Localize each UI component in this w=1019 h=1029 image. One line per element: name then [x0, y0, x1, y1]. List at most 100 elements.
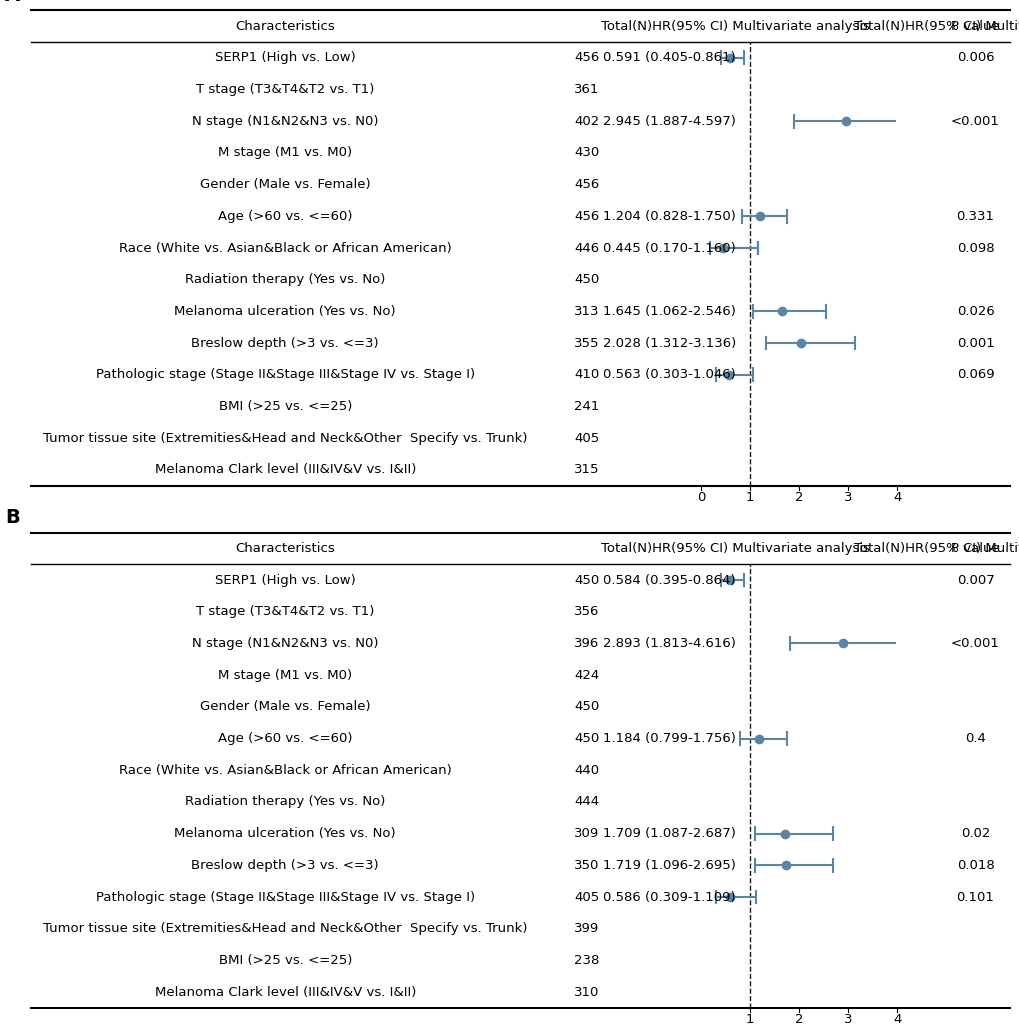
- Text: 405: 405: [574, 890, 599, 903]
- Text: Breslow depth (>3 vs. <=3): Breslow depth (>3 vs. <=3): [192, 336, 379, 350]
- Text: 0.02: 0.02: [960, 827, 989, 840]
- Text: Total(N)HR(95% CI) Multivariate analysis: Total(N)HR(95% CI) Multivariate analysis: [853, 542, 1019, 555]
- Text: Pathologic stage (Stage II&Stage III&Stage IV vs. Stage I): Pathologic stage (Stage II&Stage III&Sta…: [96, 368, 474, 382]
- Text: 0.584 (0.395-0.864): 0.584 (0.395-0.864): [603, 573, 736, 587]
- Text: 2.028 (1.312-3.136): 2.028 (1.312-3.136): [603, 336, 736, 350]
- Text: Tumor tissue site (Extremities&Head and Neck&Other  Specify vs. Trunk): Tumor tissue site (Extremities&Head and …: [43, 432, 527, 445]
- Text: 350: 350: [574, 859, 599, 872]
- Text: Characteristics: Characteristics: [235, 542, 334, 555]
- Text: Age (>60 vs. <=60): Age (>60 vs. <=60): [218, 732, 353, 745]
- Text: 396: 396: [574, 637, 599, 650]
- Text: Melanoma Clark level (III&IV&V vs. I&II): Melanoma Clark level (III&IV&V vs. I&II): [154, 986, 416, 999]
- Text: M stage (M1 vs. M0): M stage (M1 vs. M0): [218, 146, 352, 159]
- Text: 446: 446: [574, 242, 598, 254]
- Text: 1.709 (1.087-2.687): 1.709 (1.087-2.687): [603, 827, 736, 840]
- Text: T stage (T3&T4&T2 vs. T1): T stage (T3&T4&T2 vs. T1): [196, 83, 374, 96]
- Text: M stage (M1 vs. M0): M stage (M1 vs. M0): [218, 669, 352, 681]
- Text: 315: 315: [574, 463, 599, 476]
- Text: 456: 456: [574, 178, 599, 191]
- Text: Breslow depth (>3 vs. <=3): Breslow depth (>3 vs. <=3): [192, 859, 379, 872]
- Text: 450: 450: [574, 732, 599, 745]
- Text: 1.184 (0.799-1.756): 1.184 (0.799-1.756): [603, 732, 736, 745]
- Text: N stage (N1&N2&N3 vs. N0): N stage (N1&N2&N3 vs. N0): [192, 115, 378, 128]
- Text: P value: P value: [951, 20, 999, 33]
- Text: Melanoma ulceration (Yes vs. No): Melanoma ulceration (Yes vs. No): [174, 827, 395, 840]
- Text: 410: 410: [574, 368, 599, 382]
- Text: 0.445 (0.170-1.160): 0.445 (0.170-1.160): [603, 242, 736, 254]
- Text: 444: 444: [574, 795, 598, 809]
- Text: 0.018: 0.018: [956, 859, 994, 872]
- Text: 2.893 (1.813-4.616): 2.893 (1.813-4.616): [603, 637, 736, 650]
- Text: 310: 310: [574, 986, 599, 999]
- Text: 0.591 (0.405-0.861): 0.591 (0.405-0.861): [603, 51, 736, 65]
- Text: Pathologic stage (Stage II&Stage III&Stage IV vs. Stage I): Pathologic stage (Stage II&Stage III&Sta…: [96, 890, 474, 903]
- Text: Radiation therapy (Yes vs. No): Radiation therapy (Yes vs. No): [184, 274, 385, 286]
- Text: 241: 241: [574, 400, 599, 413]
- Text: 2: 2: [794, 491, 803, 503]
- Text: 0.001: 0.001: [956, 336, 994, 350]
- Text: 0: 0: [696, 491, 705, 503]
- Text: 2: 2: [794, 1013, 803, 1026]
- Text: 0.069: 0.069: [956, 368, 994, 382]
- Text: 4: 4: [892, 1013, 901, 1026]
- Text: 405: 405: [574, 432, 599, 445]
- Text: 0.101: 0.101: [956, 890, 994, 903]
- Text: A: A: [5, 0, 20, 5]
- Text: Radiation therapy (Yes vs. No): Radiation therapy (Yes vs. No): [184, 795, 385, 809]
- Text: Gender (Male vs. Female): Gender (Male vs. Female): [200, 178, 370, 191]
- Text: Melanoma Clark level (III&IV&V vs. I&II): Melanoma Clark level (III&IV&V vs. I&II): [154, 463, 416, 476]
- Text: 3: 3: [843, 491, 852, 503]
- Text: BMI (>25 vs. <=25): BMI (>25 vs. <=25): [218, 954, 352, 967]
- Text: 430: 430: [574, 146, 599, 159]
- Text: Total(N)HR(95% CI) Multivariate analysis: Total(N)HR(95% CI) Multivariate analysis: [600, 542, 869, 555]
- Text: Race (White vs. Asian&Black or African American): Race (White vs. Asian&Black or African A…: [118, 764, 451, 777]
- Text: Melanoma ulceration (Yes vs. No): Melanoma ulceration (Yes vs. No): [174, 305, 395, 318]
- Text: 0.586 (0.309-1.109): 0.586 (0.309-1.109): [603, 890, 736, 903]
- Text: Total(N)HR(95% CI) Multivariate analysis: Total(N)HR(95% CI) Multivariate analysis: [600, 20, 869, 33]
- Text: 4: 4: [892, 491, 901, 503]
- Text: Total(N)HR(95% CI) Multivariate analysis: Total(N)HR(95% CI) Multivariate analysis: [853, 20, 1019, 33]
- Text: 309: 309: [574, 827, 599, 840]
- Text: 0.098: 0.098: [956, 242, 994, 254]
- Text: 456: 456: [574, 51, 599, 65]
- Text: Tumor tissue site (Extremities&Head and Neck&Other  Specify vs. Trunk): Tumor tissue site (Extremities&Head and …: [43, 922, 527, 935]
- Text: 238: 238: [574, 954, 599, 967]
- Text: 313: 313: [574, 305, 599, 318]
- Text: BMI (>25 vs. <=25): BMI (>25 vs. <=25): [218, 400, 352, 413]
- Text: P value: P value: [951, 542, 999, 555]
- Text: 424: 424: [574, 669, 599, 681]
- Text: 2.945 (1.887-4.597): 2.945 (1.887-4.597): [603, 115, 736, 128]
- Text: 361: 361: [574, 83, 599, 96]
- Text: 0.331: 0.331: [956, 210, 994, 223]
- Text: 0.006: 0.006: [956, 51, 994, 65]
- Text: 450: 450: [574, 701, 599, 713]
- Text: 0.026: 0.026: [956, 305, 994, 318]
- Text: 1: 1: [745, 1013, 754, 1026]
- Text: Race (White vs. Asian&Black or African American): Race (White vs. Asian&Black or African A…: [118, 242, 451, 254]
- Text: 0.4: 0.4: [964, 732, 985, 745]
- Text: 450: 450: [574, 573, 599, 587]
- Text: B: B: [5, 508, 19, 527]
- Text: 1.645 (1.062-2.546): 1.645 (1.062-2.546): [603, 305, 736, 318]
- Text: N stage (N1&N2&N3 vs. N0): N stage (N1&N2&N3 vs. N0): [192, 637, 378, 650]
- Text: 440: 440: [574, 764, 598, 777]
- Text: 356: 356: [574, 605, 599, 618]
- Text: 450: 450: [574, 274, 599, 286]
- Text: 1.204 (0.828-1.750): 1.204 (0.828-1.750): [603, 210, 736, 223]
- Text: 399: 399: [574, 922, 599, 935]
- Text: Characteristics: Characteristics: [235, 20, 334, 33]
- Text: SERP1 (High vs. Low): SERP1 (High vs. Low): [215, 573, 356, 587]
- Text: Gender (Male vs. Female): Gender (Male vs. Female): [200, 701, 370, 713]
- Text: 3: 3: [843, 1013, 852, 1026]
- Text: <0.001: <0.001: [950, 637, 999, 650]
- Text: T stage (T3&T4&T2 vs. T1): T stage (T3&T4&T2 vs. T1): [196, 605, 374, 618]
- Text: <0.001: <0.001: [950, 115, 999, 128]
- Text: Age (>60 vs. <=60): Age (>60 vs. <=60): [218, 210, 353, 223]
- Text: 402: 402: [574, 115, 599, 128]
- Text: 0.007: 0.007: [956, 573, 994, 587]
- Text: 1: 1: [745, 491, 754, 503]
- Text: 0.563 (0.303-1.046): 0.563 (0.303-1.046): [603, 368, 736, 382]
- Text: 355: 355: [574, 336, 599, 350]
- Text: SERP1 (High vs. Low): SERP1 (High vs. Low): [215, 51, 356, 65]
- Text: 456: 456: [574, 210, 599, 223]
